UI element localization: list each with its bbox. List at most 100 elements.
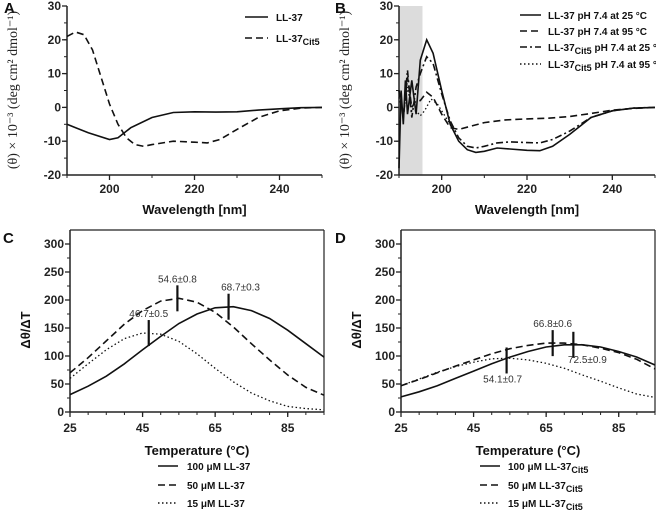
legend-name: LL-37	[548, 43, 575, 54]
legend-subscript: Cit5	[571, 465, 588, 475]
tm-annotation: 66.8±0.6	[533, 319, 572, 330]
x-tick-label: 240	[602, 182, 622, 196]
y-tick-label: 250	[44, 265, 64, 279]
series-line-0	[400, 344, 656, 398]
legend-suffix: pH 7.4 at 25 °C	[575, 11, 647, 22]
y-axis-label: (θ) × 10⁻³ (deg cm² dmol⁻¹)	[338, 11, 353, 170]
panel-letter: D	[335, 230, 346, 247]
y-tick-label: -20	[376, 168, 394, 182]
x-tick-label: 65	[539, 421, 553, 435]
series-line-1	[69, 297, 325, 396]
legend-name: 100 μM LL-37	[508, 462, 572, 473]
series-line-3	[398, 86, 456, 132]
legend-label: 15 μM LL-37	[187, 499, 245, 510]
legend-subscript: Cit5	[575, 63, 592, 73]
legend-label: 100 μM LL-37Cit5	[508, 462, 588, 475]
y-tick-label: 150	[375, 321, 395, 335]
legend-subscript: Cit5	[303, 37, 320, 47]
panel-b: B 200 220 240 -20 -10 0 10 20 30 Wavelength [nm] (θ…	[335, 0, 656, 217]
x-tick-label: 45	[467, 421, 481, 435]
legend-label: 15 μM LL-37Cit5	[508, 499, 583, 512]
x-tick-label: 220	[184, 182, 204, 196]
legend-name: 100 μM LL-37	[187, 462, 251, 473]
y-axis-label: Δθ/ΔT	[349, 311, 364, 348]
series-line-0	[69, 305, 325, 396]
y-tick-label: -10	[44, 134, 62, 148]
legend-label: 100 μM LL-37	[187, 462, 251, 473]
y-tick-label: 200	[375, 293, 395, 307]
legend-label: 50 μM LL-37	[187, 481, 245, 492]
x-tick-label: 45	[136, 421, 150, 435]
x-axis-label: Temperature (°C)	[145, 443, 250, 458]
x-axis-label: Wavelength [nm]	[142, 202, 246, 217]
panel-letter: B	[335, 0, 346, 17]
x-tick-label: 240	[269, 182, 289, 196]
x-axis-label: Wavelength [nm]	[475, 202, 579, 217]
legend-name: LL-37	[548, 11, 575, 22]
y-tick-label: 250	[375, 265, 395, 279]
y-axis-label: Δθ/ΔT	[18, 311, 33, 348]
legend-suffix: pH 7.4 at 95 °C	[575, 27, 647, 38]
legend-label: LL-37Cit5 pH 7.4 at 95 °C	[548, 60, 656, 73]
series-line-2	[69, 332, 325, 411]
y-tick-label: 20	[48, 33, 62, 47]
y-tick-label: 10	[380, 67, 394, 81]
legend-name: 50 μM LL-37	[508, 481, 566, 492]
x-axis-label: Temperature (°C)	[476, 443, 581, 458]
series-line-0	[398, 37, 656, 169]
x-tick-label: 200	[432, 182, 452, 196]
y-tick-label: 20	[380, 33, 394, 47]
y-tick-label: 300	[375, 237, 395, 251]
legend-name: LL-37	[276, 34, 303, 45]
legend-name: LL-37	[548, 27, 575, 38]
legend-name: 15 μM LL-37	[508, 499, 566, 510]
series-line-1	[398, 76, 656, 131]
x-tick-label: 200	[99, 182, 119, 196]
y-tick-label: -10	[376, 134, 394, 148]
legend-name: 15 μM LL-37	[187, 499, 245, 510]
y-tick-label: 30	[48, 0, 62, 13]
panel-letter: C	[3, 230, 14, 247]
y-tick-label: 200	[44, 293, 64, 307]
x-tick-label: 25	[394, 421, 408, 435]
tm-annotation: 72.5±0.9	[568, 355, 607, 366]
tm-annotation: 46.7±0.5	[129, 309, 168, 320]
y-tick-label: 10	[48, 67, 62, 81]
y-tick-label: 0	[54, 100, 61, 114]
y-tick-label: 150	[44, 321, 64, 335]
legend-label: LL-37 pH 7.4 at 95 °C	[548, 27, 647, 38]
x-tick-label: 25	[63, 421, 77, 435]
y-tick-label: 50	[382, 377, 396, 391]
series-line-1	[66, 31, 323, 148]
panel-a: A 200 220 240 -20 -10 0 10 20 30 Wavelength [nm] (θ…	[4, 0, 323, 217]
y-tick-label: 100	[44, 349, 64, 363]
legend-name: 50 μM LL-37	[187, 481, 245, 492]
y-tick-label: 300	[44, 237, 64, 251]
series-line-1	[400, 342, 656, 387]
y-tick-label: 100	[375, 349, 395, 363]
legend-suffix: pH 7.4 at 25 °C	[592, 43, 656, 54]
legend-name: LL-37	[548, 60, 575, 71]
panel-c: C 25 45 65 85 0 50 100 150 200 250 300 Temperature (…	[3, 229, 325, 510]
legend-suffix: pH 7.4 at 95 °C	[592, 60, 656, 71]
legend-label: LL-37 pH 7.4 at 25 °C	[548, 11, 647, 22]
x-tick-label: 65	[208, 421, 222, 435]
tm-annotation: 68.7±0.3	[221, 283, 260, 294]
panel-d: D 25 45 65 85 0 50 100 150 200 250 300 Temperature (…	[335, 229, 656, 512]
y-tick-label: -20	[44, 168, 62, 182]
legend-subscript: Cit5	[566, 484, 583, 494]
x-tick-label: 220	[517, 182, 537, 196]
y-tick-label: 0	[388, 405, 395, 419]
y-tick-label: 0	[386, 100, 393, 114]
y-tick-label: 0	[57, 405, 64, 419]
legend-name: LL-37	[276, 13, 303, 24]
series-line-0	[66, 106, 323, 141]
y-tick-label: 50	[51, 377, 65, 391]
y-tick-label: 30	[380, 0, 394, 13]
legend-label: LL-37Cit5	[276, 34, 320, 47]
series-line-2	[398, 55, 656, 149]
legend-label: 50 μM LL-37Cit5	[508, 481, 583, 494]
x-tick-label: 85	[281, 421, 295, 435]
legend-subscript: Cit5	[575, 46, 592, 56]
